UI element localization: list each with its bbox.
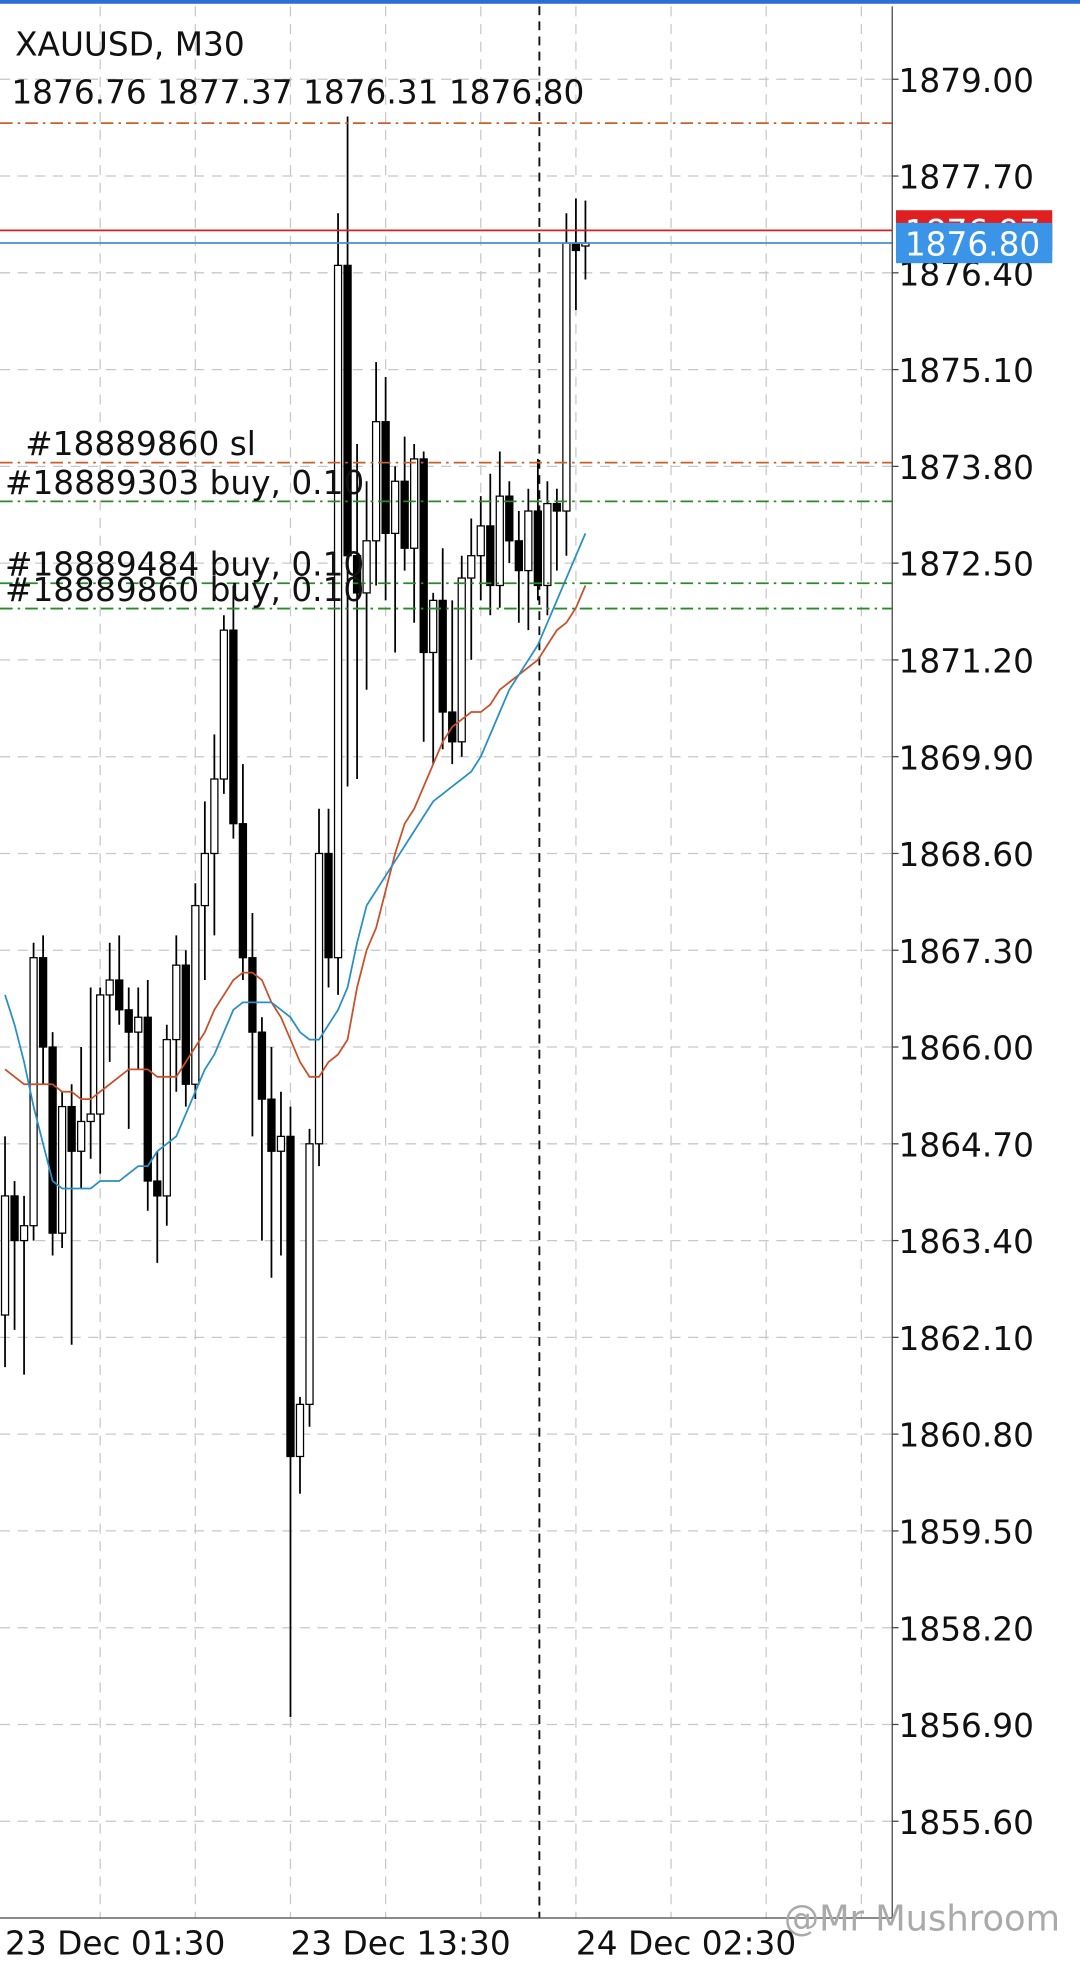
candle-body	[486, 525, 495, 587]
candle-body	[295, 1403, 305, 1458]
candle-body	[533, 510, 543, 587]
candle-body	[10, 1195, 19, 1242]
candle-body	[543, 502, 552, 587]
candle-body	[390, 480, 400, 534]
candle-body	[400, 480, 409, 549]
candle-body	[324, 852, 333, 959]
candle-body	[562, 242, 571, 512]
candle-body	[429, 599, 438, 654]
candle-body	[267, 1098, 276, 1152]
candle-body	[105, 979, 114, 996]
candle-body	[48, 1046, 57, 1234]
price-label-box	[896, 222, 1053, 264]
level-label: #18889303 buy, 0.10	[5, 464, 364, 502]
candle-body	[371, 421, 381, 542]
top-bar	[0, 0, 1080, 4]
candle-body	[381, 421, 390, 534]
y-tick-label: 1864.70	[899, 1126, 1034, 1164]
plot	[0, 116, 893, 1718]
candle-body	[229, 629, 238, 825]
y-tick-label: 1860.80	[899, 1417, 1034, 1455]
candle-body	[115, 979, 124, 1011]
grid	[0, 6, 893, 1919]
candle-body	[276, 1135, 286, 1152]
level-label: #18889484 buy, 0.10	[5, 546, 364, 584]
y-tick-label: 1858.20	[899, 1610, 1034, 1648]
candle-body	[181, 964, 190, 1085]
candle-body	[457, 577, 466, 743]
candle-body	[200, 852, 210, 907]
y-tick-label: 1859.50	[899, 1514, 1034, 1552]
candle-body	[305, 1143, 314, 1405]
y-tick-label: 1866.00	[899, 1030, 1034, 1068]
y-tick-label: 1877.70	[899, 159, 1034, 197]
candle-body	[124, 1009, 133, 1033]
y-tick-label: 1875.10	[899, 352, 1034, 390]
y-tick-label: 1869.90	[899, 739, 1034, 777]
candle-body	[19, 1225, 29, 1242]
y-tick-label: 1868.60	[899, 836, 1034, 874]
candle-body	[191, 904, 200, 1085]
x-tick-label: 24 Dec 02:30	[576, 1925, 796, 1963]
candle-body	[162, 1038, 171, 1197]
candle-body	[248, 957, 257, 1033]
level-label: #18889860 buy, 0.10	[5, 571, 364, 609]
candle-body	[362, 540, 371, 594]
candle-body	[314, 852, 324, 1145]
candle-body	[476, 525, 485, 557]
candle-body	[77, 1120, 86, 1152]
moving-average	[4, 585, 587, 1101]
candle-body	[505, 495, 514, 542]
y-tick-label: 1867.30	[899, 933, 1034, 971]
candle-body	[552, 502, 562, 512]
price-label: 1876.80	[905, 226, 1040, 264]
y-tick-label: 1862.10	[899, 1320, 1034, 1358]
candle-body	[438, 599, 447, 713]
candle-body	[134, 1016, 143, 1033]
candle-body	[524, 510, 533, 572]
y-tick-label: 1863.40	[899, 1223, 1034, 1261]
candle-body	[495, 495, 504, 587]
candle-body	[210, 778, 219, 855]
candle-body	[67, 1105, 76, 1152]
candle-body	[0, 1195, 10, 1316]
x-tick-label: 23 Dec 01:30	[5, 1925, 225, 1963]
candle-body	[571, 242, 581, 252]
y-tick-label: 1871.20	[899, 643, 1034, 681]
candle-body	[153, 1180, 162, 1197]
y-tick-label: 1873.80	[899, 449, 1034, 487]
y-tick-label: 1872.50	[899, 546, 1034, 584]
moving-average	[4, 533, 587, 1190]
candle-body	[143, 1016, 152, 1182]
level-label: #18889860 sl	[25, 425, 256, 463]
candle-body	[352, 555, 362, 594]
candle-body	[57, 1105, 67, 1234]
x-tick-label: 23 Dec 13:30	[290, 1925, 510, 1963]
y-tick-label: 1855.60	[899, 1804, 1034, 1842]
candle-body	[38, 957, 48, 1048]
ohlc-text: 1876.76 1877.37 1876.31 1876.80	[11, 73, 584, 111]
watermark: @Mr Mushroom	[784, 1899, 1060, 1940]
candle-body	[238, 823, 248, 959]
y-tick-label: 1879.00	[899, 62, 1034, 100]
candle-body	[419, 458, 428, 654]
chart-title: XAUUSD, M30	[15, 25, 245, 63]
candle-body	[96, 994, 105, 1115]
candle-body	[514, 540, 523, 572]
candle-body	[286, 1135, 295, 1458]
candle-body	[410, 458, 419, 549]
candle-body	[86, 1113, 95, 1123]
candle-body	[343, 264, 352, 557]
candle-body	[172, 964, 181, 1041]
candle-body	[219, 629, 229, 780]
y-tick-label: 1856.90	[899, 1707, 1034, 1745]
candle-body	[467, 555, 476, 579]
candle-body	[257, 1031, 267, 1100]
candle-body	[333, 264, 343, 959]
